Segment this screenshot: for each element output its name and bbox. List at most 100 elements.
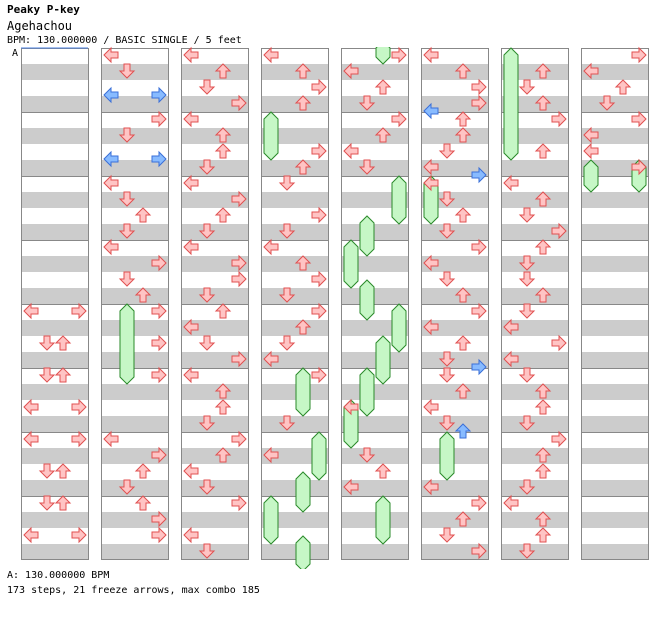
beat-stripe	[581, 192, 649, 208]
chart-info: BPM: 130.000000 / BASIC SINGLE / 5 feet	[7, 35, 242, 46]
left-arrow-icon	[343, 142, 359, 160]
up-arrow-icon	[294, 95, 312, 111]
right-arrow-icon	[551, 430, 567, 448]
left-arrow-icon	[583, 62, 599, 80]
up-arrow-icon	[534, 527, 552, 543]
right-arrow-icon	[551, 334, 567, 352]
measure-column	[21, 48, 89, 560]
beat-stripe	[21, 384, 89, 400]
up-arrow-icon	[374, 463, 392, 479]
up-arrow-icon	[454, 335, 472, 351]
down-arrow-icon	[518, 415, 536, 431]
up-arrow-icon	[454, 287, 472, 303]
left-arrow-icon	[503, 318, 519, 336]
down-arrow-icon	[438, 415, 456, 431]
freeze-arrow	[439, 431, 455, 481]
down-arrow-icon	[518, 79, 536, 95]
beat-stripe	[501, 416, 569, 432]
right-arrow-icon	[311, 206, 327, 224]
down-arrow-icon	[278, 175, 296, 191]
right-arrow-icon	[391, 46, 407, 64]
up-arrow-icon	[454, 63, 472, 79]
beat-stripe	[101, 544, 169, 560]
down-arrow-icon	[518, 271, 536, 287]
song-title: Agehachou	[7, 19, 73, 33]
beat-stripe	[501, 192, 569, 208]
beat-stripe	[421, 512, 489, 528]
up-arrow-icon	[534, 463, 552, 479]
beat-stripe	[261, 480, 329, 496]
freeze-arrow	[263, 111, 279, 161]
beat-stripe	[341, 96, 409, 112]
left-arrow-icon	[183, 318, 199, 336]
freeze-arrow	[583, 159, 599, 193]
beat-stripe	[101, 96, 169, 112]
beat-stripe	[501, 448, 569, 464]
down-arrow-icon	[198, 335, 216, 351]
freeze-arrow	[295, 367, 311, 417]
beat-stripe	[581, 352, 649, 368]
beat-stripe	[501, 544, 569, 560]
beat-stripe	[581, 96, 649, 112]
beat-stripe	[181, 448, 249, 464]
left-arrow-icon	[423, 478, 439, 496]
down-arrow-icon	[198, 415, 216, 431]
beat-stripe	[181, 128, 249, 144]
right-arrow-icon	[151, 510, 167, 528]
measure-column	[501, 48, 569, 560]
right-arrow-icon	[151, 86, 167, 104]
beat-stripe	[261, 384, 329, 400]
down-arrow-icon	[358, 447, 376, 463]
down-arrow-icon	[438, 143, 456, 159]
beat-stripe	[581, 416, 649, 432]
right-arrow-icon	[151, 526, 167, 544]
beat-stripe	[421, 448, 489, 464]
freeze-arrow	[343, 239, 359, 289]
up-arrow-icon	[294, 255, 312, 271]
beat-stripe	[261, 320, 329, 336]
beat-stripe	[421, 224, 489, 240]
beat-stripe	[421, 416, 489, 432]
left-arrow-icon	[183, 238, 199, 256]
down-arrow-icon	[118, 191, 136, 207]
beat-stripe	[101, 128, 169, 144]
freeze-arrow	[359, 367, 375, 417]
freeze-arrow	[391, 303, 407, 353]
beat-stripe	[581, 288, 649, 304]
right-arrow-icon	[231, 430, 247, 448]
up-arrow-icon	[374, 79, 392, 95]
beat-stripe	[181, 416, 249, 432]
left-arrow-icon	[103, 238, 119, 256]
up-arrow-icon	[134, 287, 152, 303]
left-arrow-icon	[103, 150, 119, 168]
down-arrow-icon	[358, 159, 376, 175]
beat-stripe	[341, 160, 409, 176]
left-arrow-icon	[263, 446, 279, 464]
down-arrow-icon	[518, 479, 536, 495]
beat-stripe	[581, 224, 649, 240]
up-arrow-icon	[214, 383, 232, 399]
measure-column	[101, 48, 169, 560]
right-arrow-icon	[231, 270, 247, 288]
up-arrow-icon	[454, 383, 472, 399]
up-arrow-icon	[294, 319, 312, 335]
up-arrow-icon	[54, 463, 72, 479]
right-arrow-icon	[71, 430, 87, 448]
right-arrow-icon	[151, 446, 167, 464]
down-arrow-icon	[198, 543, 216, 559]
up-arrow-icon	[214, 63, 232, 79]
beat-stripe	[181, 64, 249, 80]
right-arrow-icon	[471, 358, 487, 376]
beat-stripe	[101, 480, 169, 496]
up-arrow-icon	[534, 511, 552, 527]
up-arrow-icon	[214, 303, 232, 319]
beat-stripe	[21, 416, 89, 432]
up-arrow-icon	[454, 127, 472, 143]
beat-stripe	[261, 192, 329, 208]
beat-stripe	[341, 512, 409, 528]
beat-stripe	[421, 384, 489, 400]
left-arrow-icon	[423, 158, 439, 176]
beat-stripe	[581, 480, 649, 496]
beat-stripe	[341, 544, 409, 560]
